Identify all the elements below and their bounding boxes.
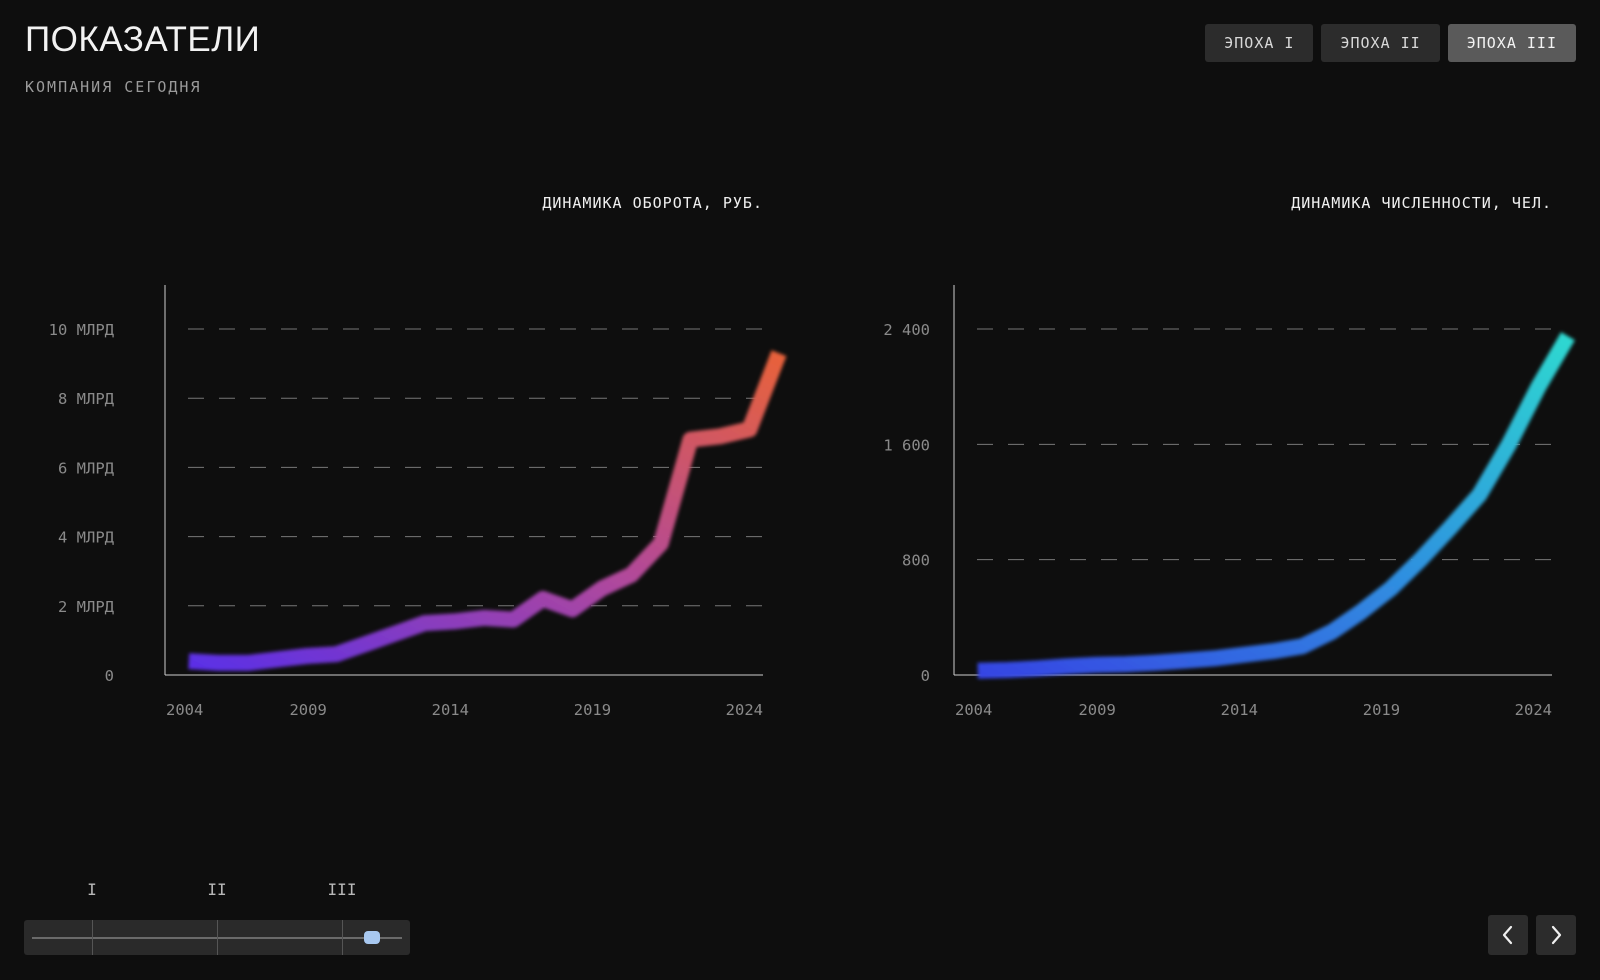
data-point bbox=[1181, 658, 1187, 664]
series-line bbox=[977, 332, 1575, 679]
epoch-2-button[interactable]: ЭПОХА II bbox=[1321, 24, 1440, 62]
x-tick-label: 2014 bbox=[432, 701, 469, 719]
y-tick-label: 10 МЛРД bbox=[49, 321, 115, 339]
x-tick-label: 2019 bbox=[574, 701, 611, 719]
next-button[interactable] bbox=[1536, 915, 1576, 955]
data-point bbox=[1063, 663, 1069, 669]
data-point bbox=[1476, 492, 1482, 498]
data-point bbox=[1329, 629, 1335, 635]
x-tick-label: 2024 bbox=[726, 701, 763, 719]
chevron-left-icon bbox=[1502, 925, 1513, 945]
epoch-1-button[interactable]: ЭПОХА I bbox=[1205, 24, 1314, 62]
data-point bbox=[1417, 557, 1423, 563]
timeline-slider[interactable] bbox=[24, 920, 410, 955]
data-point bbox=[687, 437, 693, 443]
prev-button[interactable] bbox=[1488, 915, 1528, 955]
data-point bbox=[1211, 655, 1217, 661]
epoch-3-button[interactable]: ЭПОХА III bbox=[1447, 24, 1576, 62]
timeline-tick bbox=[342, 920, 343, 955]
data-point bbox=[422, 620, 428, 626]
data-point bbox=[304, 653, 310, 659]
data-point bbox=[1270, 648, 1276, 654]
data-point bbox=[1506, 441, 1512, 447]
y-tick-label: 800 bbox=[902, 552, 930, 570]
data-point bbox=[451, 618, 457, 624]
timeline-label-1: I bbox=[87, 880, 97, 899]
data-point bbox=[1152, 660, 1158, 666]
timeline-tick bbox=[217, 920, 218, 955]
data-point bbox=[1565, 333, 1571, 339]
data-point bbox=[1536, 384, 1542, 390]
data-point bbox=[1034, 666, 1040, 672]
timeline-thumb[interactable] bbox=[364, 931, 381, 944]
chart-title: ДИНАМИКА ЧИСЛЕННОСТИ, ЧЕЛ. bbox=[1291, 194, 1552, 212]
staff-chart: ДИНАМИКА ЧИСЛЕННОСТИ, ЧЕЛ. 0 800 1 600 2 400… bbox=[883, 194, 1575, 719]
timeline-label-3: III bbox=[327, 880, 357, 899]
y-tick-label: 2 400 bbox=[883, 321, 930, 339]
y-tick-label: 2 МЛРД bbox=[58, 598, 115, 616]
timeline-tick bbox=[92, 920, 93, 955]
data-point bbox=[717, 433, 723, 439]
page-subtitle: КОМПАНИЯ СЕГОДНЯ bbox=[25, 78, 202, 96]
y-tick-label: 0 bbox=[921, 667, 930, 685]
data-point bbox=[1240, 652, 1246, 658]
data-point bbox=[392, 631, 398, 637]
y-tick-label: 4 МЛРД bbox=[58, 529, 115, 547]
data-point bbox=[628, 572, 634, 578]
data-point bbox=[776, 350, 782, 356]
data-point bbox=[333, 651, 339, 657]
data-point bbox=[215, 660, 221, 666]
x-tick-label: 2004 bbox=[955, 701, 992, 719]
chevron-right-icon bbox=[1551, 925, 1562, 945]
data-point bbox=[658, 541, 664, 547]
x-tick-label: 2014 bbox=[1221, 701, 1258, 719]
page-title: ПОКАЗАТЕЛИ bbox=[25, 20, 261, 59]
data-point bbox=[1004, 667, 1010, 673]
x-tick-label: 2009 bbox=[1078, 701, 1115, 719]
data-point bbox=[569, 606, 575, 612]
data-point bbox=[510, 617, 516, 623]
data-point bbox=[1388, 586, 1394, 592]
data-point bbox=[363, 641, 369, 647]
epoch-timeline: I II III bbox=[24, 878, 410, 956]
x-tick-label: 2009 bbox=[289, 701, 326, 719]
data-point bbox=[1447, 525, 1453, 531]
data-point bbox=[975, 668, 981, 674]
data-point bbox=[481, 615, 487, 621]
data-point bbox=[186, 658, 192, 664]
data-point bbox=[1358, 609, 1364, 615]
y-tick-label: 6 МЛРД bbox=[58, 459, 115, 477]
revenue-chart: ДИНАМИКА ОБОРОТА, РУБ. 0 2 МЛРД 4 МЛРД 6 МЛР… bbox=[49, 194, 787, 719]
x-tick-label: 2004 bbox=[166, 701, 203, 719]
y-tick-label: 8 МЛРД bbox=[58, 390, 115, 408]
data-point bbox=[599, 586, 605, 592]
x-tick-label: 2024 bbox=[1515, 701, 1552, 719]
chart-title: ДИНАМИКА ОБОРОТА, РУБ. bbox=[542, 194, 763, 212]
x-tick-label: 2019 bbox=[1363, 701, 1400, 719]
series-line bbox=[188, 350, 787, 671]
data-point bbox=[1122, 661, 1128, 667]
epoch-switcher: ЭПОХА I ЭПОХА II ЭПОХА III bbox=[1205, 24, 1576, 62]
data-point bbox=[245, 660, 251, 666]
data-point bbox=[540, 596, 546, 602]
y-tick-label: 1 600 bbox=[883, 436, 930, 454]
data-point bbox=[1299, 643, 1305, 649]
data-point bbox=[274, 656, 280, 662]
timeline-label-2: II bbox=[207, 880, 227, 899]
data-point bbox=[747, 426, 753, 432]
y-tick-label: 0 bbox=[105, 667, 114, 685]
data-point bbox=[1093, 662, 1099, 668]
